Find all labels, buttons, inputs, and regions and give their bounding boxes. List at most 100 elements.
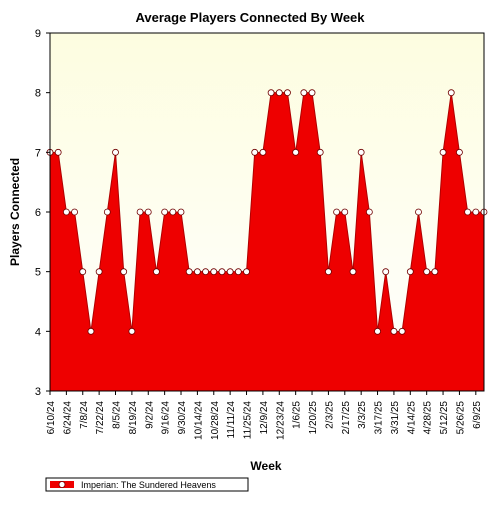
data-point [169,208,177,216]
legend-marker [58,481,66,488]
x-tick-label: 2/3/25 [324,401,335,429]
data-point [415,208,422,216]
x-tick-label: 6/9/25 [472,401,483,429]
data-point [308,89,316,97]
data-point [349,268,357,276]
data-point [390,327,398,335]
data-point [300,89,308,97]
x-tick-label: 10/28/24 [210,401,221,440]
data-point [447,89,455,97]
data-point [284,89,291,97]
x-tick-label: 9/16/24 [161,401,172,435]
x-tick-label: 9/2/24 [144,401,155,429]
x-tick-label: 5/12/25 [439,401,450,435]
x-tick-label: 7/22/24 [95,401,106,435]
x-tick-label: 4/14/25 [406,401,417,435]
data-point [464,208,472,216]
series-line [50,92,484,332]
x-axis: 6/10/24 6/24/24 7/8/24 7/22/24 8/5/24 8/19/24… [46,391,483,440]
data-point [54,148,62,156]
y-tick-label: 9 [35,28,41,40]
data-point [120,268,128,276]
data-point [71,208,78,216]
data-point [275,89,283,97]
x-tick-label: 9/30/24 [177,401,188,435]
data-point [161,208,169,216]
data-point [218,268,226,276]
legend-series-label: Imperian: The Sundered Heavens [81,480,216,490]
x-tick-label: 3/31/25 [390,401,401,435]
data-point [234,268,242,276]
data-point [185,268,193,276]
data-point [87,327,95,335]
data-point [374,327,381,335]
data-point [406,268,414,276]
data-point [259,148,267,156]
data-point [456,148,463,156]
x-axis-label: Week [250,459,281,473]
y-tick-label: 3 [35,386,41,398]
data-point [153,268,160,276]
legend-box [45,477,249,492]
x-tick-label: 11/25/24 [243,401,254,440]
data-point [292,148,300,156]
data-point [325,268,332,276]
x-tick-label: 4/28/25 [423,401,434,435]
x-tick-label: 10/14/24 [193,401,204,440]
data-point [177,208,185,216]
data-point [62,208,70,216]
x-tick-label: 3/3/25 [357,401,368,429]
data-point [226,268,234,276]
data-point [423,268,431,276]
data-point [79,268,87,276]
data-point [431,268,439,276]
data-point [202,268,209,276]
data-point [357,148,365,156]
data-point [103,208,111,216]
data-point [333,208,341,216]
y-axis: 3 4 5 6 7 8 9 [35,28,50,398]
x-tick-label: 1/6/25 [292,401,303,429]
x-tick-label: 12/9/24 [259,401,270,435]
series-area [50,92,484,392]
data-point [382,268,390,276]
legend: Imperian: The Sundered Heavens [45,477,249,492]
x-tick-label: 12/23/24 [275,401,286,440]
data-point [316,148,324,156]
y-axis-label: Players Connected [8,158,22,266]
y-tick-label: 6 [35,207,41,219]
x-tick-label: 6/10/24 [46,401,57,435]
x-tick-label: 6/24/24 [62,401,73,435]
data-point [128,327,136,335]
x-tick-label: 8/19/24 [128,401,139,435]
data-point [136,208,144,216]
data-point [210,268,218,276]
x-tick-label: 5/26/25 [455,401,466,435]
x-tick-label: 7/8/24 [79,401,90,429]
x-tick-label: 11/11/24 [226,401,237,439]
x-tick-label: 8/5/24 [112,401,123,429]
data-point [365,208,373,216]
x-tick-label: 1/20/25 [308,401,319,435]
data-point [267,89,275,97]
data-point [472,208,480,216]
data-point [251,148,259,156]
data-point [144,208,152,216]
data-point [398,327,406,335]
y-tick-label: 8 [35,88,41,100]
data-point [439,148,447,156]
data-point [243,268,250,276]
y-tick-label: 4 [35,326,41,338]
data-point [341,208,349,216]
data-point [193,268,201,276]
area-layer [46,89,488,392]
y-tick-label: 5 [35,267,41,279]
x-tick-label: 3/17/25 [374,401,385,435]
chart-title: Average Players Connected By Week [135,10,365,25]
x-tick-label: 2/17/25 [341,401,352,435]
y-tick-label: 7 [35,147,41,159]
data-point [95,268,103,276]
data-point [112,148,119,156]
